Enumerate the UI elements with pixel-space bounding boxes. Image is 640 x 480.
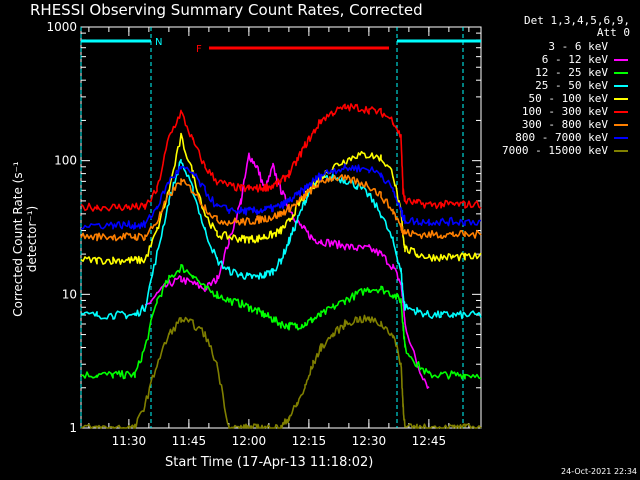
- legend-label: 6 - 12 keV: [541, 53, 608, 66]
- y-tick-label: 1: [69, 421, 77, 435]
- series-line-3: [80, 158, 482, 320]
- legend-label: 800 - 7000 keV: [515, 131, 608, 144]
- legend-label: 7000 - 15000 keV: [502, 144, 608, 157]
- legend-label: 12 - 25 keV: [535, 66, 608, 79]
- legend-swatch: [614, 45, 628, 48]
- legend-swatch: [614, 110, 628, 113]
- x-tick-label: 11:30: [112, 434, 147, 448]
- series-line-4: [80, 132, 482, 265]
- timestamp: 24-Oct-2021 22:34: [561, 467, 637, 476]
- legend-swatch: [614, 84, 628, 87]
- x-tick-label: 12:00: [232, 434, 267, 448]
- legend-label: 25 - 50 keV: [535, 79, 608, 92]
- y-tick-label: 100: [54, 154, 77, 168]
- x-tick-label: 12:30: [352, 434, 387, 448]
- series-line-5: [80, 103, 482, 212]
- legend-item: 25 - 50 keV: [535, 79, 628, 92]
- x-tick-label: 12:15: [292, 434, 327, 448]
- legend-item: 100 - 300 keV: [522, 105, 628, 118]
- legend-item: 800 - 7000 keV: [515, 131, 628, 144]
- legend-header-detectors: Det 1,3,4,5,6,9,: [524, 14, 630, 27]
- legend-swatch: [614, 123, 628, 126]
- series-line-0: [144, 156, 430, 402]
- flag-label-f: F: [196, 44, 202, 55]
- legend-label: 3 - 6 keV: [548, 40, 608, 53]
- series-line-2: [80, 264, 482, 380]
- legend-item: 50 - 100 keV: [529, 92, 628, 105]
- legend-swatch: [614, 71, 628, 74]
- legend-header-attenuator: Att 0: [596, 26, 630, 39]
- chart-title: RHESSI Observing Summary Count Rates, Co…: [30, 1, 423, 19]
- x-tick-label: 11:45: [172, 434, 207, 448]
- legend-item: 6 - 12 keV: [542, 53, 628, 66]
- series-line-8: [80, 314, 482, 429]
- legend-swatch: [614, 58, 628, 61]
- legend-swatch: [614, 97, 628, 100]
- x-tick-label: 12:45: [412, 434, 447, 448]
- legend-swatch: [614, 149, 628, 152]
- flag-label-n: N: [155, 37, 162, 48]
- x-axis-label: Start Time (17-Apr-13 11:18:02): [165, 455, 374, 470]
- legend-label: 50 - 100 keV: [528, 92, 608, 105]
- y-tick-label: 10: [62, 287, 77, 301]
- legend-label: 100 - 300 keV: [521, 105, 608, 118]
- legend-item: 300 - 800 keV: [522, 118, 628, 131]
- legend-swatch: [614, 136, 628, 139]
- legend-label: 300 - 800 keV: [521, 118, 608, 131]
- series-line-7: [80, 163, 482, 230]
- legend-item: 12 - 25 keV: [535, 66, 628, 79]
- legend-item: 3 - 6 keV: [548, 40, 628, 53]
- series-line-6: [80, 174, 482, 242]
- y-tick-label: 1000: [46, 20, 77, 34]
- legend-item: 7000 - 15000 keV: [502, 144, 628, 157]
- y-axis-label: Corrected Count Rate (s⁻¹ detector⁻¹): [11, 161, 39, 317]
